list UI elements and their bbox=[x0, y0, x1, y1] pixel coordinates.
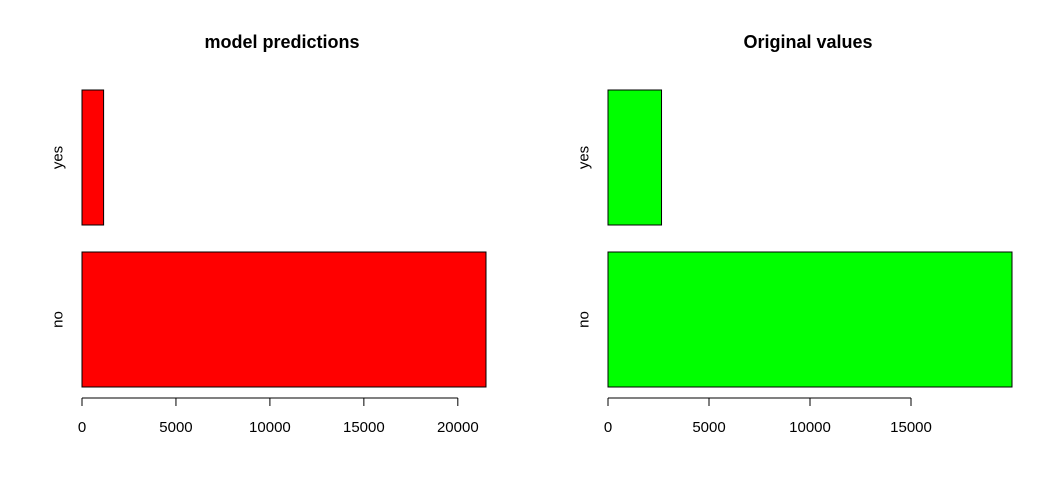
bar-no bbox=[81, 251, 487, 388]
bar-yes bbox=[81, 89, 105, 226]
panel-model-predictions: model predictions no yes 0 5000 10000 15000 2… bbox=[49, 32, 487, 436]
x-tick-label: 15000 bbox=[890, 419, 932, 436]
chart-title: model predictions bbox=[204, 32, 359, 52]
x-axis: 0 5000 10000 15000 20000 bbox=[78, 397, 479, 436]
category-label-yes: yes bbox=[575, 146, 592, 169]
x-tick-label: 0 bbox=[78, 419, 86, 436]
category-label-no: no bbox=[575, 311, 592, 328]
x-tick-label: 10000 bbox=[789, 419, 831, 436]
panel-original-values: Original values no yes 0 5000 10000 15000 bbox=[575, 32, 1013, 436]
category-label-no: no bbox=[49, 311, 66, 328]
category-label-yes: yes bbox=[49, 146, 66, 169]
x-axis: 0 5000 10000 15000 bbox=[604, 397, 932, 436]
bar-group: no yes bbox=[49, 89, 487, 388]
chart-title: Original values bbox=[743, 32, 872, 52]
x-tick-label: 20000 bbox=[437, 419, 479, 436]
bar-group: no yes bbox=[575, 89, 1013, 388]
x-tick-label: 5000 bbox=[692, 419, 725, 436]
x-tick-label: 10000 bbox=[249, 419, 291, 436]
bar-yes bbox=[607, 89, 663, 226]
bar-no bbox=[607, 251, 1013, 388]
x-tick-label: 5000 bbox=[159, 419, 192, 436]
x-tick-label: 0 bbox=[604, 419, 612, 436]
x-tick-label: 15000 bbox=[343, 419, 385, 436]
